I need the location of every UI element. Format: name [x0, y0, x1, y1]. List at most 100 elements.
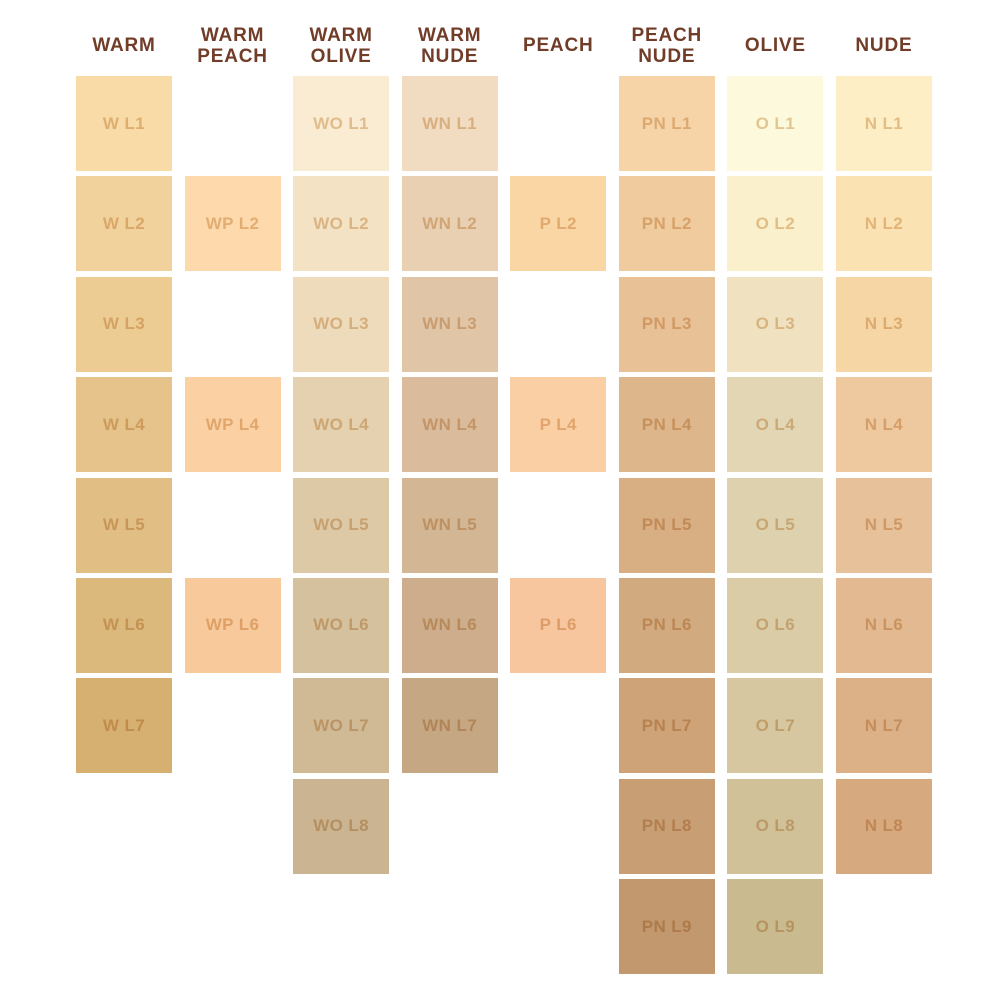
shade-label: O L9 [755, 916, 796, 936]
column-header-nude: NUDE [855, 35, 913, 57]
shade-label: PN L3 [641, 314, 692, 334]
swatch-w-l6[interactable]: W L6 [76, 577, 172, 673]
shade-label: P L4 [539, 414, 577, 434]
swatch-pn-l6[interactable]: PN L6 [618, 577, 715, 673]
shade-label: O L2 [755, 213, 796, 233]
shade-label: PN L5 [641, 515, 692, 535]
shade-label: WP L6 [205, 615, 260, 635]
swatch-pn-l4[interactable]: PN L4 [618, 377, 715, 473]
swatch-o-l7[interactable]: O L7 [727, 678, 824, 774]
shade-label: O L7 [755, 715, 796, 735]
swatch-n-l1[interactable]: N L1 [835, 76, 932, 171]
column-header-olive: OLIVE [744, 35, 806, 57]
swatch-pn-l5[interactable]: PN L5 [618, 477, 715, 573]
shade-label: WN L6 [422, 615, 478, 635]
swatch-wo-l6[interactable]: WO L6 [293, 577, 390, 673]
swatch-o-l8[interactable]: O L8 [727, 778, 824, 874]
shade-label: O L8 [755, 816, 796, 836]
swatch-o-l9[interactable]: O L9 [727, 879, 824, 975]
swatch-o-l6[interactable]: O L6 [727, 577, 824, 673]
shade-label: N L6 [864, 615, 904, 635]
swatch-wo-l5[interactable]: WO L5 [293, 477, 390, 573]
swatch-pn-l3[interactable]: PN L3 [618, 276, 715, 372]
column-header-warm-peach: WARM PEACH [197, 24, 268, 67]
swatch-n-l8[interactable]: N L8 [835, 778, 932, 874]
column-header-warm: WARM [92, 35, 156, 57]
swatch-wn-l2[interactable]: WN L2 [401, 176, 498, 272]
shade-label: PN L9 [641, 916, 692, 936]
swatch-n-l2[interactable]: N L2 [835, 176, 932, 272]
swatch-wo-l8[interactable]: WO L8 [293, 778, 390, 874]
shade-label: WN L2 [422, 213, 478, 233]
swatch-p-l4[interactable]: P L4 [510, 377, 607, 473]
shade-label: W L5 [102, 515, 146, 535]
column-header-warm-olive: WARM OLIVE [309, 24, 373, 67]
swatch-pn-l9[interactable]: PN L9 [618, 879, 715, 975]
swatch-o-l1[interactable]: O L1 [727, 76, 824, 171]
shade-label: N L7 [864, 715, 904, 735]
shade-label: O L3 [755, 314, 796, 334]
swatch-wn-l6[interactable]: WN L6 [401, 577, 498, 673]
shade-label: N L3 [864, 314, 904, 334]
swatch-grid: W L1 W L2 W L3 W L4 W L5 W L6 W L7 WP L2… [76, 76, 933, 975]
swatch-w-l4[interactable]: W L4 [76, 377, 172, 473]
shade-label: PN L2 [641, 213, 692, 233]
swatch-n-l3[interactable]: N L3 [835, 276, 932, 372]
swatch-o-l3[interactable]: O L3 [727, 276, 824, 372]
shade-label: W L3 [102, 314, 146, 334]
shade-label: WN L1 [422, 113, 478, 133]
shade-label: WO L4 [313, 414, 370, 434]
shade-label: WO L3 [313, 314, 370, 334]
shade-label: O L1 [755, 113, 796, 133]
shade-label: PN L8 [641, 816, 692, 836]
swatch-n-l5[interactable]: N L5 [835, 477, 932, 573]
swatch-wn-l4[interactable]: WN L4 [401, 377, 498, 473]
column-header-peach: PEACH [522, 35, 594, 57]
swatch-wn-l7[interactable]: WN L7 [401, 678, 498, 774]
swatch-pn-l7[interactable]: PN L7 [618, 678, 715, 774]
shade-label: N L5 [864, 515, 904, 535]
swatch-w-l2[interactable]: W L2 [76, 176, 172, 272]
shade-label: O L4 [755, 414, 796, 434]
swatch-o-l4[interactable]: O L4 [727, 377, 824, 473]
swatch-w-l7[interactable]: W L7 [76, 678, 172, 774]
swatch-wn-l3[interactable]: WN L3 [401, 276, 498, 372]
swatch-w-l1[interactable]: W L1 [76, 76, 172, 171]
swatch-pn-l2[interactable]: PN L2 [618, 176, 715, 272]
swatch-wp-l4[interactable]: WP L4 [184, 377, 281, 473]
swatch-n-l4[interactable]: N L4 [835, 377, 932, 473]
shade-label: N L1 [864, 113, 904, 133]
shade-label: WO L5 [313, 515, 370, 535]
swatch-o-l5[interactable]: O L5 [727, 477, 824, 573]
shade-label: WO L2 [313, 213, 370, 233]
swatch-wo-l7[interactable]: WO L7 [293, 678, 390, 774]
swatch-wp-l6[interactable]: WP L6 [184, 577, 281, 673]
swatch-wo-l2[interactable]: WO L2 [293, 176, 390, 272]
shade-label: WO L8 [313, 816, 370, 836]
swatch-wp-l2[interactable]: WP L2 [184, 176, 281, 272]
shade-label: WO L6 [313, 615, 370, 635]
shade-label: W L4 [102, 414, 146, 434]
shade-chart: WARM WARM PEACH WARM OLIVE WARM NUDE PEACH PE… [76, 20, 933, 975]
swatch-pn-l1[interactable]: PN L1 [618, 76, 715, 171]
swatch-wo-l3[interactable]: WO L3 [293, 276, 390, 372]
swatch-pn-l8[interactable]: PN L8 [618, 778, 715, 874]
shade-label: O L6 [755, 615, 796, 635]
swatch-wo-l4[interactable]: WO L4 [293, 377, 390, 473]
shade-label: WN L5 [422, 515, 478, 535]
shade-label: W L1 [102, 113, 146, 133]
swatch-p-l6[interactable]: P L6 [510, 577, 607, 673]
swatch-w-l3[interactable]: W L3 [76, 276, 172, 372]
shade-label: W L7 [102, 715, 146, 735]
swatch-wn-l5[interactable]: WN L5 [401, 477, 498, 573]
column-headers: WARM WARM PEACH WARM OLIVE WARM NUDE PEACH PE… [76, 20, 933, 72]
swatch-wn-l1[interactable]: WN L1 [401, 76, 498, 171]
swatch-p-l2[interactable]: P L2 [510, 176, 607, 272]
swatch-w-l5[interactable]: W L5 [76, 477, 172, 573]
swatch-o-l2[interactable]: O L2 [727, 176, 824, 272]
shade-label: W L6 [102, 615, 146, 635]
swatch-wo-l1[interactable]: WO L1 [293, 76, 390, 171]
swatch-n-l7[interactable]: N L7 [835, 678, 932, 774]
shade-label: P L6 [539, 615, 577, 635]
swatch-n-l6[interactable]: N L6 [835, 577, 932, 673]
